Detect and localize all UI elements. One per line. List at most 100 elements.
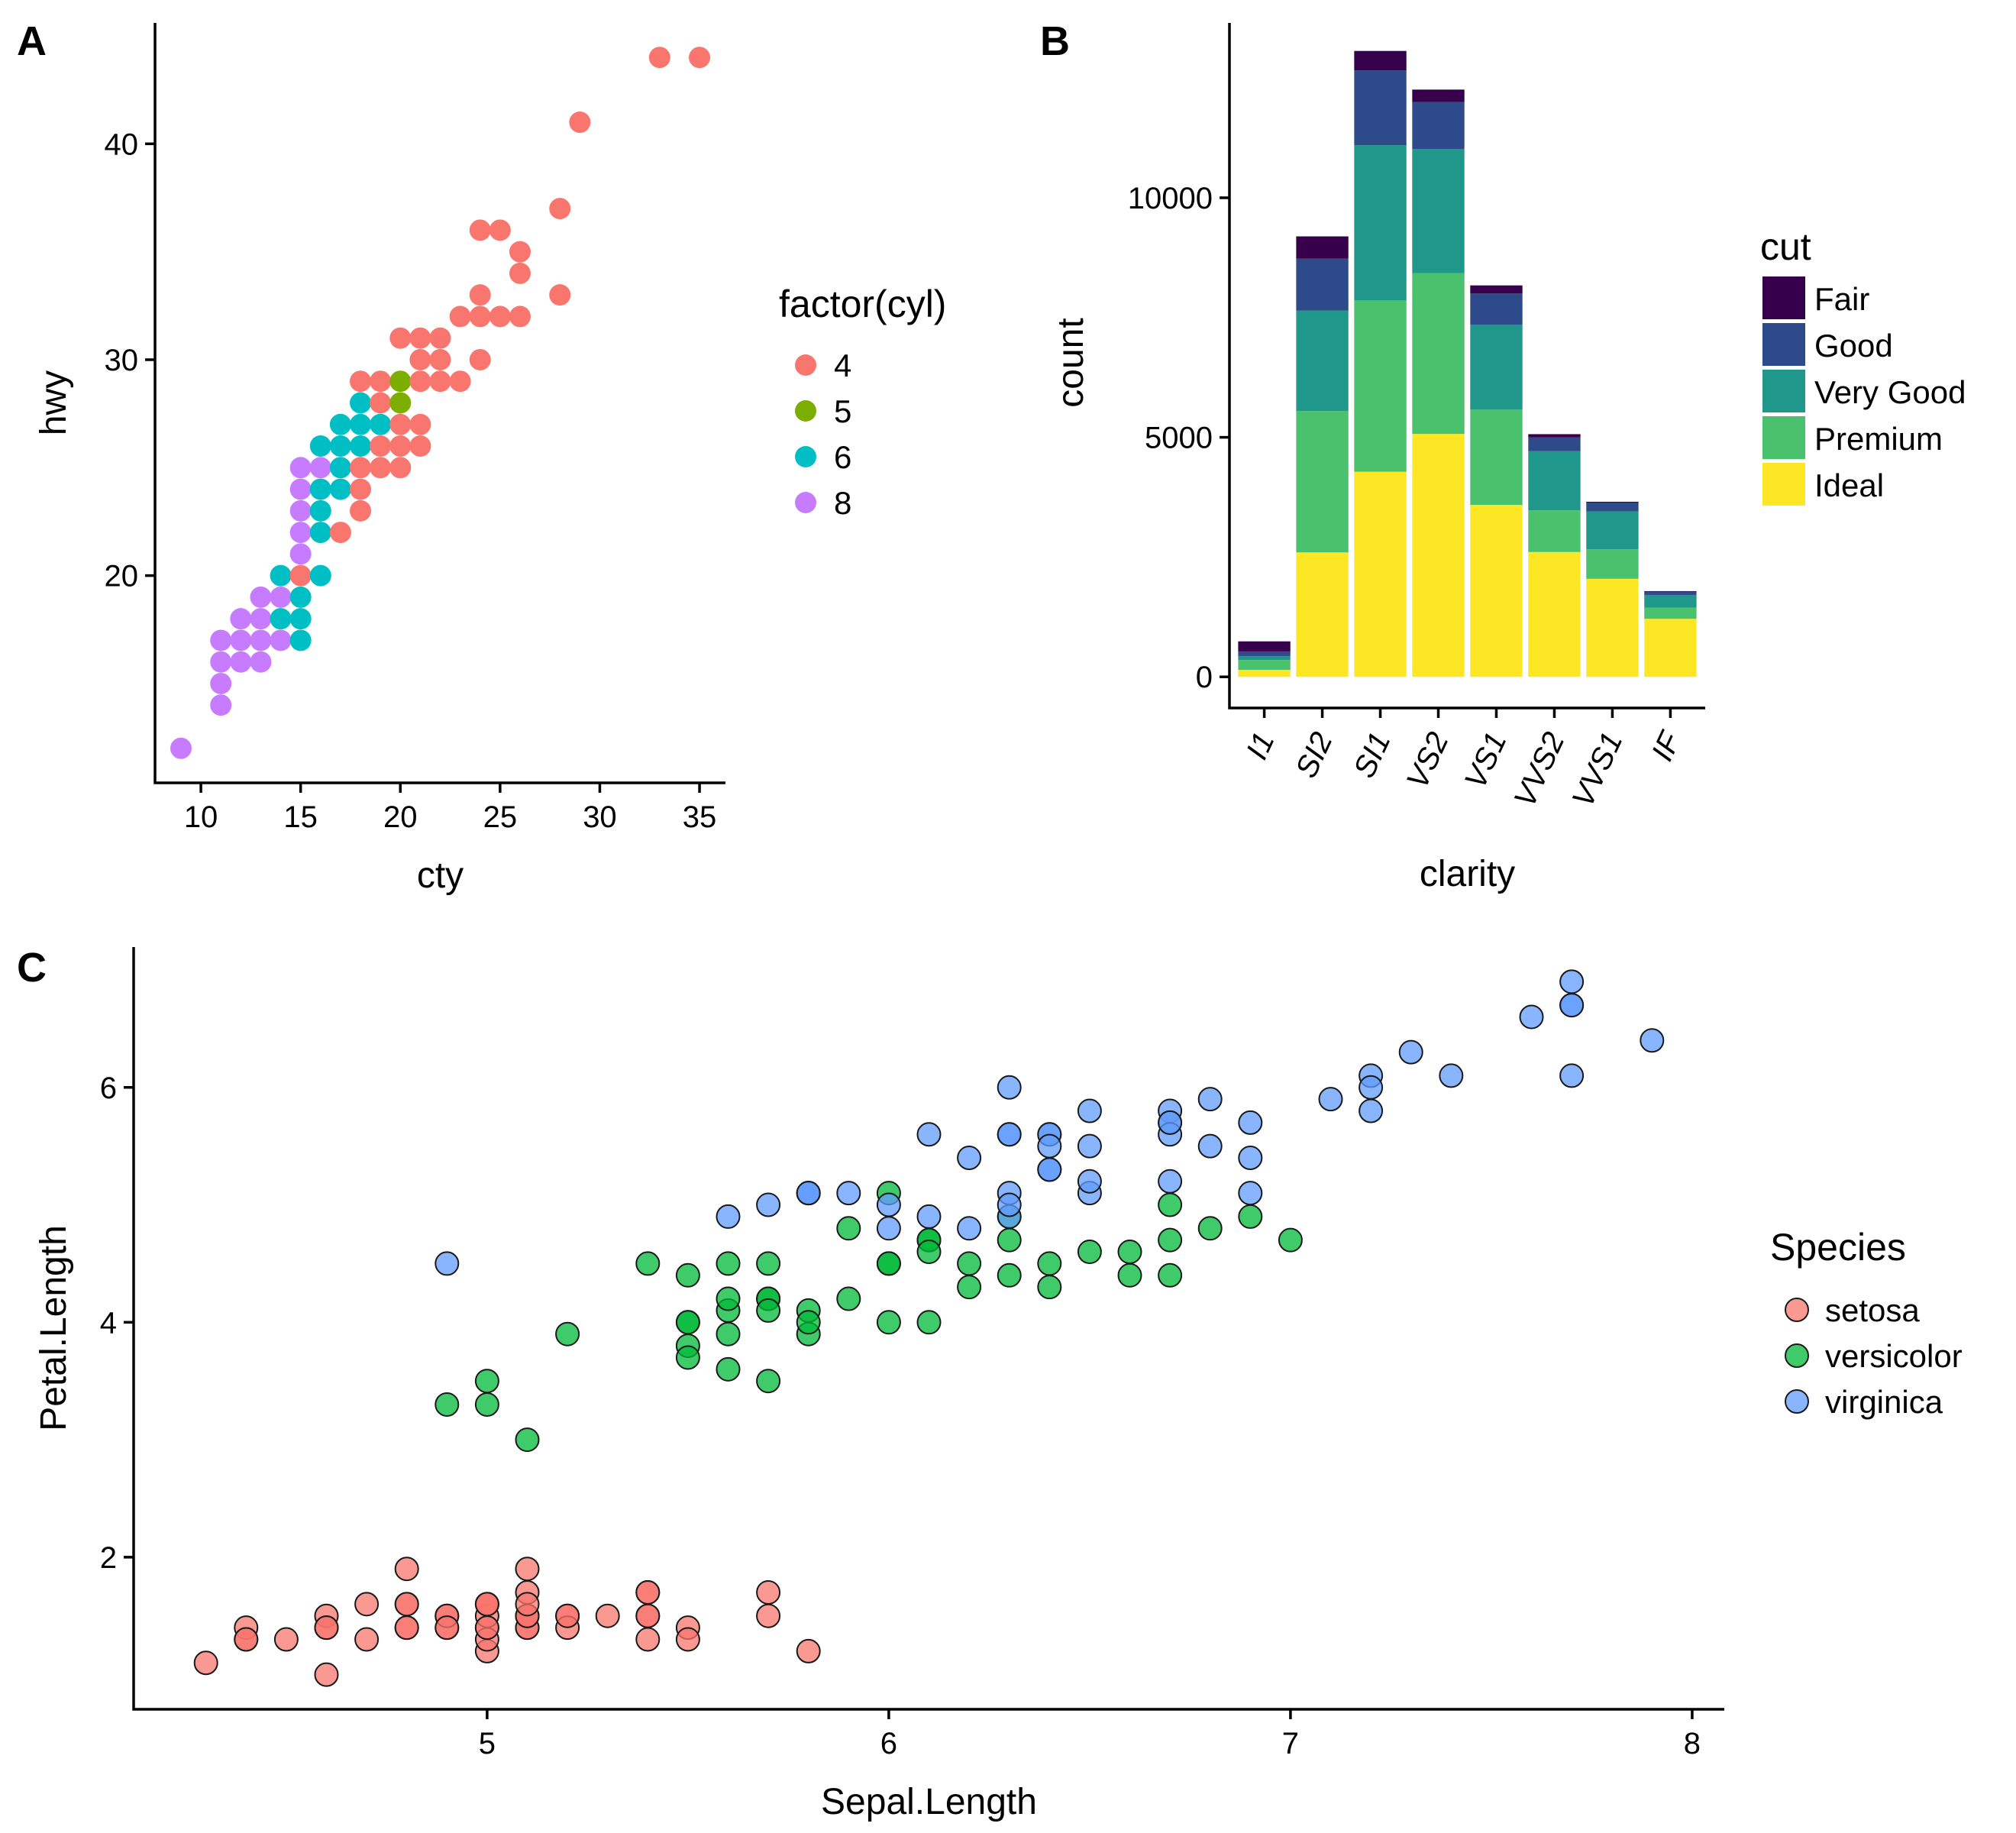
point-virginica <box>876 1192 901 1217</box>
point-cyl-6 <box>350 413 372 435</box>
bar-segment-premium <box>1296 411 1349 553</box>
bar-segment-premium <box>1238 660 1291 671</box>
point-virginica <box>1359 1075 1384 1100</box>
x-tick-label: 5 <box>479 1727 496 1760</box>
point-virginica <box>796 1181 821 1206</box>
point-virginica <box>435 1251 460 1276</box>
point-cyl-4 <box>469 284 491 306</box>
bar-segment-premium <box>1528 510 1581 552</box>
point-cyl-4 <box>489 306 511 328</box>
point-cyl-4 <box>370 457 392 479</box>
x-tick-label: 25 <box>483 800 518 834</box>
point-cyl-6 <box>309 564 331 587</box>
point-cyl-4 <box>409 327 431 349</box>
point-versicolor <box>957 1275 982 1300</box>
point-cyl-8 <box>289 478 312 500</box>
point-setosa <box>515 1592 540 1617</box>
point-cyl-4 <box>350 370 372 393</box>
bar-segment-ideal <box>1586 578 1639 677</box>
point-cyl-6 <box>289 608 312 630</box>
panel-label-c: C <box>17 945 47 991</box>
x-tick-label: VVS1 <box>1565 727 1629 812</box>
chart-c-iris-scatter: 5 6 7 8 2 4 6 Sepal.Length Petal.Length Species se… <box>34 947 1963 1822</box>
point-cyl-8 <box>250 629 272 651</box>
point-versicolor <box>1238 1204 1263 1229</box>
point-cyl-6 <box>370 413 392 435</box>
legend-label-6: 6 <box>834 439 851 475</box>
x-tick-label: SI2 <box>1289 727 1339 783</box>
point-cyl-8 <box>230 629 252 651</box>
bar-segment-very-good <box>1586 511 1639 550</box>
bar-segment-ideal <box>1238 670 1291 677</box>
point-cyl-4 <box>409 435 431 457</box>
point-setosa <box>474 1615 499 1641</box>
legend-key-setosa <box>1785 1298 1809 1322</box>
panel-label-b: B <box>1040 18 1070 64</box>
point-setosa <box>193 1650 218 1676</box>
point-versicolor <box>1037 1275 1062 1300</box>
point-setosa <box>394 1592 419 1617</box>
point-virginica <box>916 1122 942 1147</box>
point-versicolor <box>1158 1192 1183 1217</box>
point-cyl-6 <box>350 392 372 414</box>
legend-cyl: factor(cyl) 4 5 6 8 <box>779 283 946 521</box>
point-cyl-4 <box>648 47 670 69</box>
y-tick-label: 6 <box>100 1072 117 1105</box>
point-cyl-8 <box>289 457 312 479</box>
point-cyl-8 <box>250 651 272 673</box>
legend-label-5: 5 <box>834 393 851 429</box>
point-versicolor <box>796 1310 821 1335</box>
point-virginica <box>1158 1110 1183 1135</box>
y-tick-label: 40 <box>105 128 139 161</box>
bar-segment-good <box>1470 293 1523 325</box>
x-tick-label: SI1 <box>1347 727 1397 783</box>
y-tick-label: 4 <box>100 1306 117 1340</box>
point-virginica <box>1559 993 1585 1018</box>
y-tick-label: 5000 <box>1145 422 1213 455</box>
x-tick-label: I1 <box>1240 727 1281 765</box>
point-virginica <box>1318 1087 1343 1112</box>
point-cyl-8 <box>289 499 312 522</box>
point-cyl-4 <box>549 284 571 306</box>
bar-segment-fair <box>1354 50 1407 71</box>
bar-segment-good <box>1354 70 1407 146</box>
point-cyl-5 <box>389 370 412 393</box>
point-setosa <box>515 1557 540 1582</box>
point-virginica <box>1640 1028 1665 1053</box>
point-versicolor <box>675 1262 700 1288</box>
point-versicolor <box>916 1310 942 1335</box>
bar-segment-good <box>1412 102 1465 150</box>
point-virginica <box>997 1192 1022 1217</box>
point-setosa <box>394 1615 419 1641</box>
bar-segment-fair <box>1644 590 1697 592</box>
legend-label: Very Good <box>1814 374 1966 410</box>
point-versicolor <box>916 1240 942 1265</box>
point-versicolor <box>756 1369 781 1394</box>
point-cyl-4 <box>409 370 431 393</box>
bar-segment-good <box>1528 437 1581 451</box>
point-cyl-4 <box>569 112 591 134</box>
point-cyl-8 <box>250 586 272 608</box>
point-setosa <box>675 1627 700 1652</box>
point-cyl-8 <box>210 694 232 716</box>
point-cyl-4 <box>449 306 471 328</box>
legend-key-fair <box>1762 276 1805 319</box>
point-versicolor <box>635 1251 661 1276</box>
point-cyl-6 <box>309 478 331 500</box>
point-cyl-4 <box>509 262 531 284</box>
point-cyl-4 <box>389 457 412 479</box>
point-virginica <box>1158 1169 1183 1194</box>
point-cyl-8 <box>170 737 192 759</box>
x-axis-title: Sepal.Length <box>821 1782 1037 1822</box>
point-cyl-4 <box>389 413 412 435</box>
point-versicolor <box>474 1369 499 1394</box>
legend-title: cut <box>1760 225 1811 268</box>
legend-label-virginica: virginica <box>1825 1384 1943 1420</box>
point-cyl-4 <box>509 241 531 263</box>
point-cyl-4 <box>489 219 511 241</box>
point-versicolor <box>1278 1227 1303 1253</box>
point-versicolor <box>716 1321 741 1346</box>
bar-segment-good <box>1644 591 1697 595</box>
point-virginica <box>1037 1157 1062 1182</box>
bar-segment-premium <box>1470 409 1523 506</box>
